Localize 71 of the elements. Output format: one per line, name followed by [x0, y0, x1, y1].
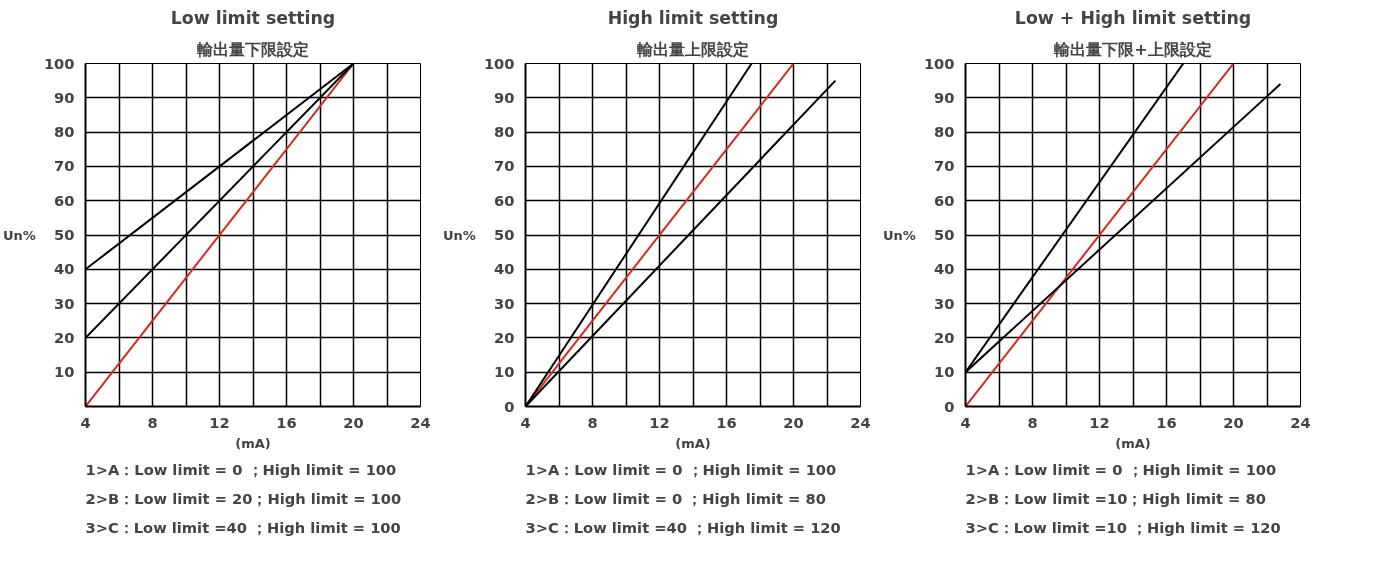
y-tick-label: 0: [944, 397, 955, 415]
x-axis-title: (mA): [675, 435, 711, 451]
x-tick-label: 16: [716, 413, 737, 431]
chart-title: High limit setting: [607, 7, 779, 28]
y-tick-label: 70: [494, 157, 515, 175]
chart-subtitle: 輸出量上限設定: [636, 39, 749, 59]
y-tick-label: 60: [54, 191, 75, 209]
y-axis-title: Un%: [883, 227, 916, 243]
x-tick-label: 20: [783, 413, 804, 431]
x-tick-label: 16: [1156, 413, 1177, 431]
text: 2>B：Low limit = 20；High limit = 100: [85, 489, 402, 507]
x-tick-label: 12: [1089, 413, 1110, 431]
x-tick-label: 12: [649, 413, 670, 431]
x-tick-label: 24: [850, 413, 871, 431]
y-tick-label: 30: [54, 294, 75, 312]
text: 1>A：Low limit = 0 ；High limit = 100: [965, 460, 1277, 478]
y-tick-label: 90: [494, 88, 515, 106]
y-tick-label: 90: [54, 88, 75, 106]
chart-title: Low + High limit setting: [1014, 7, 1252, 28]
y-tick-label: 20: [934, 328, 955, 346]
x-tick-label: 4: [960, 413, 971, 431]
y-tick-label: 80: [494, 123, 515, 141]
y-tick-label: 70: [54, 157, 75, 175]
y-tick-label: 20: [54, 328, 75, 346]
text: 2>B：Low limit =10；High limit = 80: [965, 489, 1266, 507]
y-tick-label: 30: [494, 294, 515, 312]
chart-subtitle: 輸出量下限+上限設定: [1053, 39, 1212, 59]
y-tick-label: 0: [504, 397, 515, 415]
x-tick-label: 8: [587, 413, 598, 431]
y-tick-label: 50: [54, 226, 75, 243]
y-tick-label: 80: [934, 123, 955, 141]
text: 2>B：Low limit = 0 ；High limit = 80: [525, 489, 826, 507]
y-tick-label: 100: [43, 54, 75, 72]
y-tick-label: 60: [934, 191, 955, 209]
chart-subtitle: 輸出量下限設定: [196, 39, 309, 59]
text: 3>C：Low limit =40 ；High limit = 120: [525, 518, 841, 536]
x-axis-title: (mA): [235, 435, 271, 451]
y-tick-label: 60: [494, 191, 515, 209]
y-tick-label: 50: [494, 226, 515, 243]
text: 3>C：Low limit =10 ；High limit = 120: [965, 518, 1281, 536]
y-tick-label: 100: [923, 54, 955, 72]
x-tick-label: 24: [410, 413, 431, 431]
x-tick-label: 24: [1290, 413, 1311, 431]
y-tick-label: 100: [483, 54, 515, 72]
y-tick-label: 20: [494, 328, 515, 346]
y-tick-label: 50: [934, 226, 955, 243]
x-tick-label: 20: [1223, 413, 1244, 431]
x-tick-label: 8: [147, 413, 158, 431]
text: 1>A：Low limit = 0 ；High limit = 100: [85, 460, 397, 478]
y-axis-title: Un%: [443, 227, 476, 243]
y-tick-label: 40: [54, 260, 75, 278]
y-tick-label: 40: [494, 260, 515, 278]
y-tick-label: 70: [934, 157, 955, 175]
y-tick-label: 10: [934, 363, 955, 381]
y-tick-label: 10: [494, 363, 515, 381]
y-tick-label: 90: [934, 88, 955, 106]
y-tick-label: 30: [934, 294, 955, 312]
y-tick-label: 10: [54, 363, 75, 381]
x-tick-label: 4: [80, 413, 91, 431]
x-axis-title: (mA): [1115, 435, 1151, 451]
y-tick-label: 40: [934, 260, 955, 278]
x-tick-label: 16: [276, 413, 297, 431]
y-tick-label: 80: [54, 123, 75, 141]
chart-title: Low limit setting: [170, 7, 336, 28]
x-tick-label: 4: [520, 413, 531, 431]
x-tick-label: 20: [343, 413, 364, 431]
text: 1>A：Low limit = 0 ；High limit = 100: [525, 460, 837, 478]
x-tick-label: 12: [209, 413, 230, 431]
x-tick-label: 8: [1027, 413, 1038, 431]
text: 3>C：Low limit =40 ；High limit = 100: [85, 518, 401, 536]
y-axis-title: Un%: [3, 227, 36, 243]
